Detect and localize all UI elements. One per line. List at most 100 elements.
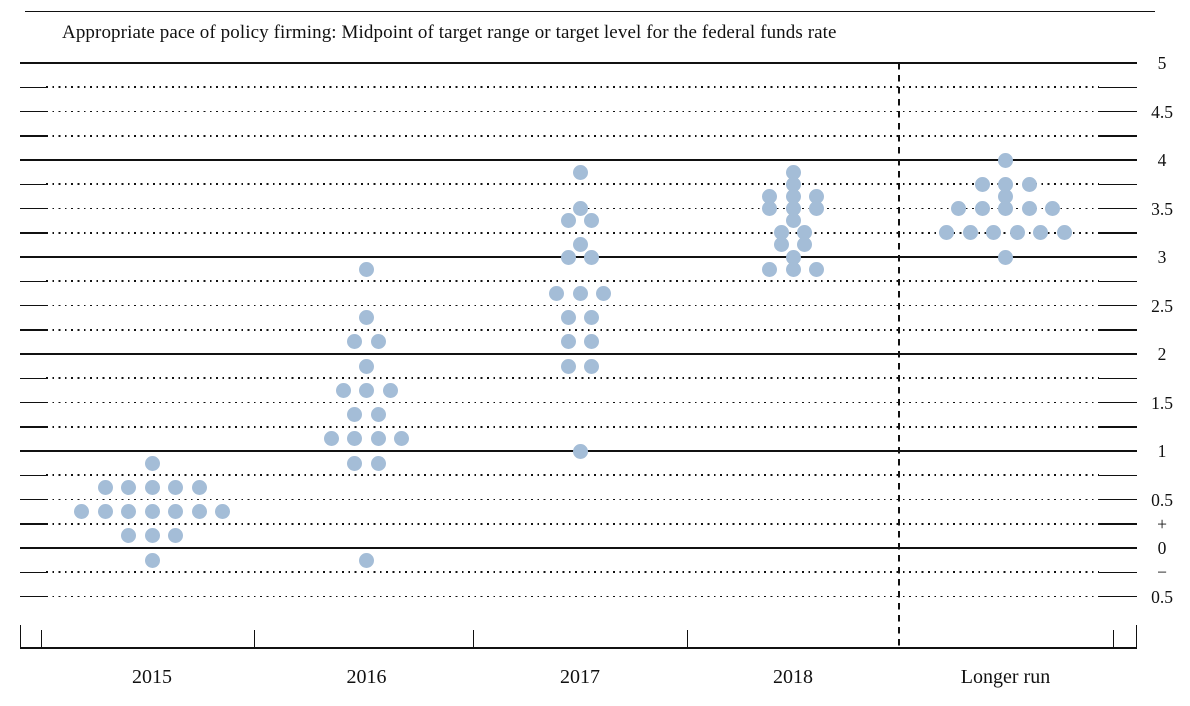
dot-2016-0.875	[370, 455, 386, 471]
dot-2018-3.625	[809, 188, 824, 204]
dot-2016-1.375	[370, 407, 386, 423]
dot-longer-run-3.75	[998, 176, 1013, 192]
gridline-cap-left-4.5	[20, 110, 46, 113]
y-axis-label-2.5: 2.5	[1151, 295, 1173, 316]
dot-longer-run-4	[998, 152, 1013, 168]
gridline-cap-right-0.75	[1099, 474, 1137, 477]
dot-2015-0.375	[97, 504, 113, 520]
x-axis-edge-left	[20, 625, 22, 648]
dot-2018-3.25	[773, 225, 789, 241]
dot-2017-2.125	[584, 334, 600, 350]
y-axis-label-1.5: 1.5	[1151, 392, 1173, 413]
gridline-cap-right-3.75	[1099, 183, 1137, 186]
gridline-solid-4	[20, 159, 1137, 161]
dot-2015-0.375	[144, 504, 160, 520]
y-axis-label-0: 0	[1157, 538, 1167, 558]
dot-2018-2.875	[762, 261, 777, 277]
gridline-solid-3	[20, 256, 1137, 258]
dot-2015-0.375	[215, 504, 230, 520]
gridline-cap-right-4.75	[1099, 86, 1137, 89]
dot-2017-1.875	[584, 358, 600, 374]
gridline-cap-left--0.5	[20, 595, 46, 598]
x-axis-tick-2	[473, 630, 475, 648]
gridline-dotted-3.75	[46, 183, 1099, 186]
dot-longer-run-3.5	[951, 201, 966, 216]
x-axis-edge-right	[1135, 625, 1137, 648]
x-axis-tick-0	[41, 630, 43, 648]
dot-2015-0.375	[191, 504, 207, 520]
dot-2018-3.875	[785, 164, 801, 180]
dot-2017-2.125	[560, 334, 576, 350]
y-axis-label-0.5: 0.5	[1151, 489, 1173, 510]
gridline-cap-right--0.25	[1099, 571, 1137, 574]
dot-2016-2.875	[359, 261, 374, 277]
gridline-cap-left-3.25	[20, 232, 46, 234]
gridline-cap-left-2.75	[20, 280, 46, 283]
gridline-cap-left-3.75	[20, 183, 46, 186]
gridline-cap-right-2.75	[1099, 280, 1137, 283]
gridline-cap-right--0.5	[1099, 595, 1137, 598]
gridline-cap-left-1.75	[20, 377, 46, 380]
gridline-dotted-1.75	[46, 377, 1099, 380]
dot-2018-2.875	[809, 261, 824, 277]
gridline-cap-left-1.5	[20, 401, 46, 404]
dot-2015-0.625	[144, 479, 160, 495]
gridline-dotted-0.5	[46, 498, 1099, 501]
gridline-dotted-0.25	[46, 522, 1099, 525]
dot-2017-2.625	[596, 285, 611, 301]
gridline-cap-right-1.5	[1099, 401, 1137, 404]
dot-2017-2.375	[584, 310, 600, 326]
x-axis-category-label-2015: 2015	[132, 666, 172, 688]
dot-longer-run-3.25	[1056, 225, 1072, 241]
gridline-cap-right-4.5	[1099, 110, 1137, 113]
gridline-dotted-3.25	[46, 231, 1099, 234]
gridline-cap-right-0.5	[1099, 498, 1137, 501]
dot-2016-1.625	[382, 382, 398, 398]
dot-2018-3.625	[785, 188, 801, 204]
dot-2018-3.125	[797, 237, 813, 253]
dot-2015-0.375	[74, 504, 89, 520]
gridline-cap-left-1.25	[20, 426, 46, 428]
dot-2017-2.625	[549, 285, 564, 301]
dot-2015-0.625	[121, 479, 136, 495]
dot-longer-run-3.5	[974, 201, 990, 216]
x-axis-category-label-2016: 2016	[346, 666, 387, 688]
gridline-dotted-4.75	[46, 86, 1099, 89]
dot-2018-3.125	[773, 237, 789, 253]
dot-longer-run-3.5	[1021, 201, 1037, 216]
dot-2016-1.625	[359, 382, 374, 398]
dot-longer-run-3.25	[1009, 225, 1025, 241]
y-axis-label-4: 4	[1157, 150, 1167, 170]
dot-longer-run-3.25	[1033, 225, 1049, 241]
gridline-solid-5	[20, 62, 1137, 64]
gridline-dotted-0.75	[46, 474, 1099, 477]
dot-longer-run-3.75	[974, 176, 990, 192]
y-axis-label-4.5: 4.5	[1151, 101, 1173, 122]
gridline-dotted--0.5	[46, 595, 1099, 598]
gridline-dotted-4.25	[46, 134, 1099, 137]
x-axis-tick-4	[1113, 630, 1115, 648]
gridline-cap-right-2.25	[1099, 329, 1137, 331]
gridline-cap-left-0.5	[20, 498, 46, 501]
gridline-cap-left-2.5	[20, 304, 46, 307]
dot-2016-1.125	[370, 431, 386, 447]
x-axis-tick-1	[254, 630, 256, 648]
dot-2015-0.125	[168, 528, 183, 544]
dot-2016-2.125	[370, 334, 386, 350]
dot-longer-run-3.5	[1045, 201, 1060, 216]
dot-2015--0.125	[144, 552, 160, 568]
x-axis-category-label-2018: 2018	[773, 666, 813, 688]
dot-2017-1	[572, 443, 588, 459]
dot-2015-0.625	[168, 479, 183, 495]
dot-2016-1.125	[347, 431, 363, 447]
x-axis-category-label-longer-run: Longer run	[960, 666, 1051, 688]
dot-2015-0.625	[97, 479, 113, 495]
gridline-solid-0	[20, 547, 1137, 549]
dot-2016--0.125	[359, 552, 374, 568]
gridline-dotted-2.75	[46, 280, 1099, 283]
dot-2018-3.375	[785, 213, 801, 229]
gridline-cap-left-0.25	[20, 523, 46, 525]
dot-2017-3	[560, 249, 576, 265]
gridline-dotted-4.5	[46, 110, 1099, 113]
